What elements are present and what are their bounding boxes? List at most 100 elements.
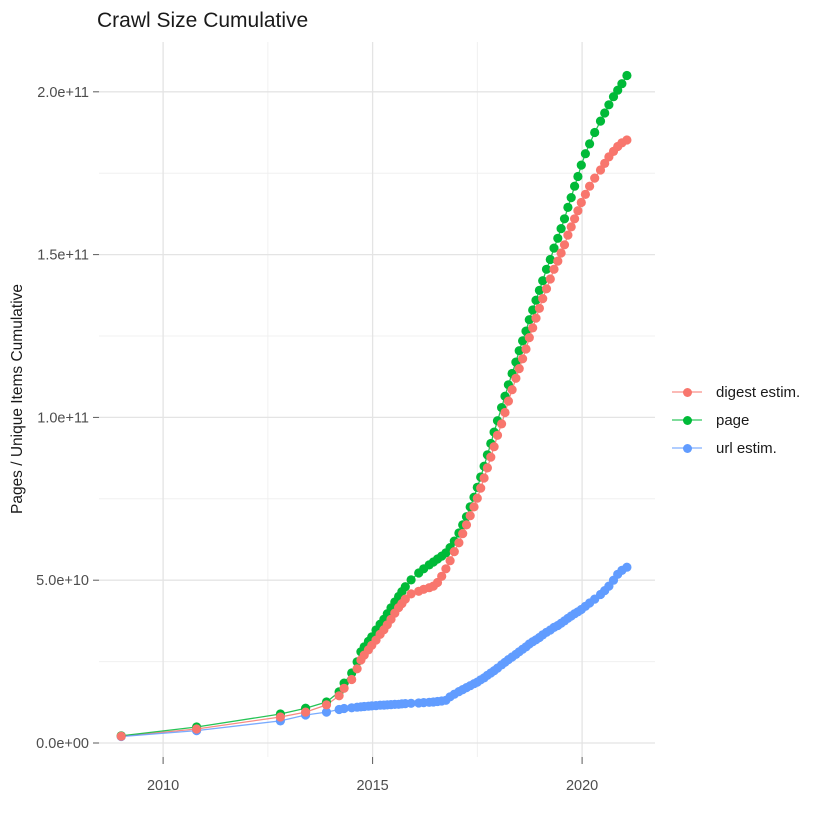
data-point bbox=[576, 160, 586, 170]
data-point bbox=[590, 173, 600, 183]
legend-dot-icon bbox=[682, 387, 692, 397]
data-point bbox=[518, 354, 528, 364]
data-point bbox=[600, 108, 610, 118]
legend-label: page bbox=[716, 411, 750, 429]
data-point bbox=[622, 70, 632, 81]
data-point bbox=[514, 364, 524, 374]
data-point bbox=[570, 214, 580, 224]
data-point bbox=[521, 344, 531, 354]
y-tick-label: 0.0e+00 bbox=[36, 736, 89, 752]
data-point bbox=[437, 571, 447, 581]
data-point bbox=[556, 248, 566, 258]
data-point bbox=[573, 171, 583, 182]
data-point bbox=[600, 158, 610, 168]
data-point bbox=[553, 256, 563, 266]
series-points-url-estim- bbox=[116, 562, 632, 742]
data-point bbox=[553, 233, 563, 243]
data-point bbox=[549, 264, 559, 274]
legend-label: url estim. bbox=[716, 439, 777, 457]
data-point bbox=[541, 264, 552, 274]
y-tick-label: 2.0e+11 bbox=[37, 85, 89, 101]
data-point bbox=[511, 373, 521, 383]
legend-key-page bbox=[670, 411, 704, 429]
data-point bbox=[559, 214, 570, 224]
legend-label: digest estim. bbox=[716, 383, 801, 401]
data-point bbox=[465, 511, 475, 521]
data-point bbox=[531, 313, 541, 323]
data-point bbox=[347, 674, 357, 685]
x-tick-label: 2010 bbox=[147, 778, 179, 794]
data-point bbox=[538, 276, 548, 286]
data-point bbox=[492, 430, 503, 440]
legend-dot-icon bbox=[682, 415, 692, 425]
data-point bbox=[192, 724, 202, 734]
data-point bbox=[563, 230, 573, 240]
data-point bbox=[559, 240, 570, 250]
data-point bbox=[479, 473, 489, 483]
data-point bbox=[116, 731, 126, 741]
data-point bbox=[441, 564, 451, 574]
data-point bbox=[486, 452, 496, 462]
data-point bbox=[545, 274, 555, 284]
data-point bbox=[613, 85, 623, 95]
gridlines-minor bbox=[99, 42, 655, 757]
data-point bbox=[580, 149, 591, 159]
data-point bbox=[301, 707, 311, 717]
data-point bbox=[524, 333, 534, 343]
data-point bbox=[500, 407, 510, 418]
data-point bbox=[604, 100, 614, 110]
data-point bbox=[321, 700, 332, 710]
data-point bbox=[549, 243, 559, 253]
data-point bbox=[580, 189, 591, 199]
data-point bbox=[472, 493, 482, 503]
data-point bbox=[545, 254, 555, 265]
data-point bbox=[339, 703, 349, 714]
data-point bbox=[566, 193, 576, 203]
data-point bbox=[406, 575, 416, 585]
data-point bbox=[617, 79, 627, 89]
legend-key-digest bbox=[670, 383, 704, 401]
data-point bbox=[590, 127, 600, 138]
y-axis-label: Pages / Unique Items Cumulative bbox=[9, 284, 26, 514]
legend-key-url bbox=[670, 439, 704, 457]
data-point bbox=[461, 520, 472, 530]
data-point bbox=[352, 664, 362, 674]
data-point bbox=[585, 139, 595, 149]
data-point bbox=[534, 285, 545, 295]
data-point bbox=[400, 582, 410, 592]
data-point bbox=[406, 698, 416, 708]
y-tick-label: 5.0e+10 bbox=[36, 573, 89, 589]
data-point bbox=[339, 683, 349, 693]
gridlines-major bbox=[99, 42, 655, 757]
data-point bbox=[482, 463, 492, 473]
data-point bbox=[570, 181, 580, 191]
x-tick-label: 2015 bbox=[356, 778, 388, 794]
data-point bbox=[454, 538, 464, 548]
data-point bbox=[321, 707, 332, 717]
y-tick-label: 1.5e+11 bbox=[37, 248, 89, 264]
series-points-digest-estim- bbox=[116, 135, 632, 741]
data-point bbox=[534, 303, 545, 313]
data-point bbox=[458, 529, 468, 539]
data-point bbox=[608, 92, 619, 102]
data-point bbox=[476, 483, 486, 493]
data-point bbox=[469, 502, 479, 512]
data-point bbox=[556, 224, 566, 234]
legend-item-url: url estim. bbox=[670, 434, 800, 462]
data-point bbox=[406, 589, 416, 599]
legend-item-digest: digest estim. bbox=[670, 378, 800, 406]
series-points bbox=[116, 70, 632, 742]
data-point bbox=[445, 556, 455, 566]
data-point bbox=[595, 165, 606, 175]
data-point bbox=[622, 135, 632, 145]
data-point bbox=[585, 181, 595, 191]
legend: digest estim. page url estim. bbox=[670, 378, 800, 462]
data-point bbox=[622, 562, 632, 572]
data-point bbox=[489, 442, 499, 452]
axis-ticks bbox=[93, 91, 583, 764]
data-point bbox=[573, 206, 583, 216]
data-point bbox=[541, 284, 552, 294]
data-point bbox=[563, 202, 573, 212]
